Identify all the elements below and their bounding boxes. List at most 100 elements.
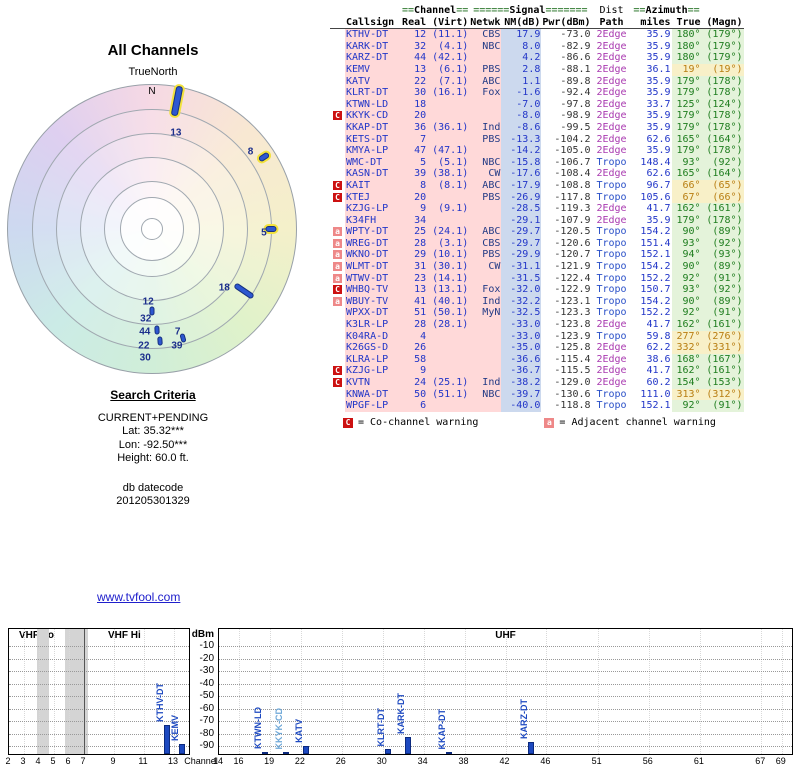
cell-nm: -1.6 xyxy=(501,87,542,99)
shaded-band xyxy=(64,629,88,754)
latitude: Lat: 35.32*** xyxy=(122,425,184,437)
cell-warn xyxy=(330,145,345,157)
cell-magn: (161°) xyxy=(701,319,744,331)
cell-real: 51 xyxy=(401,307,428,320)
cell-true: 165° xyxy=(671,133,702,146)
cell-call[interactable]: KZJG-LP xyxy=(345,203,401,215)
cell-nm: -31.5 xyxy=(501,272,542,285)
cell-call[interactable]: WBUY-TV xyxy=(345,295,401,308)
db-datecode: db datecode 201205301329 xyxy=(55,482,251,509)
cell-true: 179° xyxy=(671,214,702,227)
cell-net xyxy=(469,214,502,227)
cell-miles: 41.7 xyxy=(646,365,671,377)
cell-call[interactable]: KTEJ xyxy=(345,191,401,204)
cell-call[interactable]: KEMV xyxy=(345,63,401,76)
cell-call[interactable]: K34FH xyxy=(345,214,401,227)
cell-virt xyxy=(427,365,470,377)
grid-line xyxy=(219,746,792,747)
cell-call[interactable]: K04RA-D xyxy=(345,330,401,343)
cell-nm: 8.0 xyxy=(501,40,542,53)
channel-tick-label: 34 xyxy=(417,756,428,766)
cell-call[interactable]: WPXX-DT xyxy=(345,307,401,320)
cell-path: 2Edge xyxy=(596,203,627,215)
cell-path: Tropo xyxy=(596,261,627,273)
cell-call[interactable]: KVTN xyxy=(345,377,401,389)
cell-call[interactable]: WREG-DT xyxy=(345,237,401,250)
cell-call[interactable]: KMYA-LP xyxy=(345,145,401,157)
cell-call[interactable]: WLMT-DT xyxy=(345,261,401,273)
cell-real: 13 xyxy=(401,284,428,296)
adjacent-channel-warning-icon: a xyxy=(333,273,342,283)
cell-true: 180° xyxy=(671,28,702,41)
cell-call[interactable]: K26GS-D xyxy=(345,342,401,354)
cell-pwr: -108.4 xyxy=(554,168,591,180)
cell-warn: a xyxy=(330,296,345,308)
cell-call[interactable]: KETS-DT xyxy=(345,133,401,146)
cell-path: 2Edge xyxy=(596,110,627,122)
cell-real: 8 xyxy=(401,179,428,192)
table-row: KTWN-LD 18 -7.0 -97.8 2Edge 33.7 125° (124°) xyxy=(330,98,744,111)
cell-true: 180° xyxy=(671,40,702,53)
cell-pwr: -88.1 xyxy=(560,63,591,75)
signal-bar-label: KLRT-DT xyxy=(375,707,386,747)
cell-call[interactable]: KKYK-CD xyxy=(345,110,401,122)
cell-path: 2Edge xyxy=(596,121,627,133)
cell-call[interactable]: KLRT-DT xyxy=(345,87,401,99)
cell-pwr: -120.5 xyxy=(554,226,591,238)
co-channel-warning-icon: C xyxy=(343,417,353,428)
cell-true: 165° xyxy=(671,168,702,180)
cell-call[interactable]: KAIT xyxy=(345,179,401,192)
cell-warn xyxy=(330,400,345,412)
cell-call[interactable]: KTHV-DT xyxy=(345,28,401,41)
cell-warn: a xyxy=(330,238,345,250)
cell-call[interactable]: WMC-DT xyxy=(345,156,401,169)
cell-pwr: -122.4 xyxy=(554,272,591,284)
cell-real: 5 xyxy=(401,156,428,169)
grid-line xyxy=(219,646,792,647)
cell-magn: (179°) xyxy=(701,52,744,64)
cell-call[interactable]: WPGF-LP xyxy=(345,400,401,412)
cell-call[interactable]: KARZ-DT xyxy=(345,52,401,64)
cell-call[interactable]: KLRA-LP xyxy=(345,353,401,366)
cell-true: 313° xyxy=(671,388,702,401)
cell-call[interactable]: KZJG-LP xyxy=(345,365,401,377)
radar-title: All Channels xyxy=(107,42,199,59)
cell-call[interactable]: KASN-DT xyxy=(345,168,401,180)
cell-virt: (47.1) xyxy=(427,145,470,157)
cell-call[interactable]: KKAP-DT xyxy=(345,121,401,134)
cell-call[interactable]: WTWV-DT xyxy=(345,272,401,285)
cell-call[interactable]: KATV xyxy=(345,75,401,88)
cell-real: 26 xyxy=(401,342,428,354)
cell-call[interactable]: WKNO-DT xyxy=(345,249,401,262)
signal-table-body: KTHV-DT 12 (11.1) CBS 17.9 -73.0 2Edge 35.9 180°… xyxy=(330,28,744,412)
cell-nm: 2.8 xyxy=(501,63,542,76)
cell-call[interactable]: KNWA-DT xyxy=(345,388,401,401)
cell-call[interactable]: KARK-DT xyxy=(345,40,401,53)
cell-net: NBC xyxy=(469,40,502,53)
channel-tick-label: 16 xyxy=(233,756,244,766)
cell-virt: (25.1) xyxy=(427,377,470,389)
cell-real: 44 xyxy=(401,52,428,64)
signal-bar-label: KARK-DT xyxy=(396,693,407,735)
cell-net: CW xyxy=(469,168,502,180)
cell-miles: 59.8 xyxy=(646,330,671,342)
cell-net xyxy=(469,353,502,366)
channel-tick-label: 19 xyxy=(264,756,275,766)
cell-magn: (312°) xyxy=(701,388,744,401)
cell-virt xyxy=(427,110,470,122)
table-row: KMYA-LP 47 (47.1) -14.2 -105.0 2Edge 35.9 179°(… xyxy=(330,145,744,157)
cell-real: 9 xyxy=(401,203,428,215)
cell-call[interactable]: WPTY-DT xyxy=(345,226,401,238)
cell-pwr: -86.6 xyxy=(560,52,591,64)
cell-call[interactable]: K3LR-LP xyxy=(345,319,401,331)
cell-call[interactable]: WHBQ-TV xyxy=(345,284,401,296)
cell-miles: 152.2 xyxy=(640,272,671,284)
cell-magn: (178°) xyxy=(701,121,744,134)
cell-warn xyxy=(330,354,345,366)
cell-virt: (51.1) xyxy=(427,388,470,401)
cell-path: Tropo xyxy=(596,272,627,284)
cell-call[interactable]: KTWN-LD xyxy=(345,98,401,111)
cell-virt: (38.1) xyxy=(427,168,470,180)
tvfool-link[interactable]: www.tvfool.com xyxy=(97,590,181,604)
cell-warn: C xyxy=(330,365,345,377)
